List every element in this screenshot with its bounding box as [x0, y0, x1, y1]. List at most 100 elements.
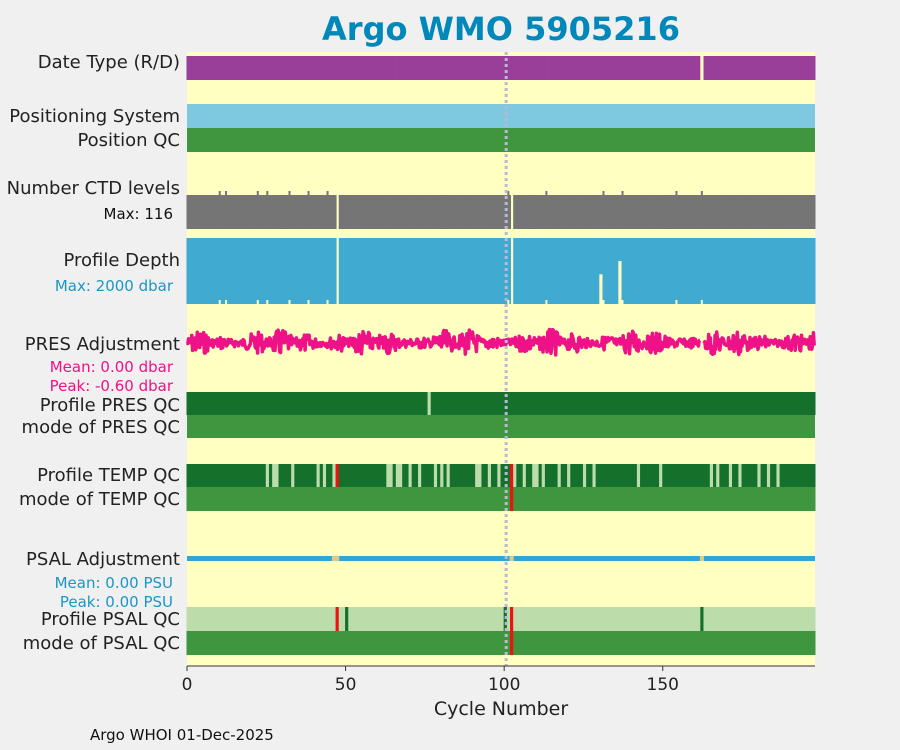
mode-psal-qc-cell	[728, 631, 734, 655]
profile-pres-qc-cell	[506, 392, 512, 415]
profile-psal-qc-cell	[516, 607, 521, 631]
profile-temp-qc-cell	[598, 464, 603, 487]
date-type-cell	[617, 56, 623, 80]
date-type-cell	[265, 56, 270, 80]
mode-temp-qc-cell	[741, 487, 746, 511]
ctd-levels-cell	[595, 195, 600, 229]
profile-pres-qc-cell	[659, 392, 664, 415]
date-type-cell	[690, 56, 695, 80]
profile-pres-qc-cell	[792, 392, 797, 415]
profile-depth-cell	[668, 238, 673, 304]
ctd-levels-cell	[763, 195, 768, 229]
ctd-levels-cell	[278, 195, 283, 229]
ctd-levels-cell	[237, 195, 242, 229]
profile-pres-qc-cell	[459, 392, 464, 415]
ctd-levels-cell	[275, 195, 280, 229]
profile-depth-cell	[262, 238, 267, 304]
mode-temp-qc-cell	[659, 487, 664, 511]
mode-temp-qc-cell	[443, 487, 448, 511]
date-type-cell	[649, 56, 654, 80]
mode-temp-qc-cell	[570, 487, 575, 511]
ctd-levels-cell	[592, 195, 597, 229]
profile-temp-qc-cell	[475, 464, 480, 487]
mode-psal-qc-cell	[249, 631, 255, 655]
profile-temp-qc-cell	[747, 464, 753, 487]
profile-psal-qc-cell	[383, 607, 388, 631]
mode-psal-qc-cell	[506, 631, 512, 655]
date-type-cell	[595, 56, 600, 80]
profile-depth-cell	[557, 238, 562, 304]
profile-depth-cell	[208, 238, 213, 304]
ctd-low-mark	[307, 191, 310, 195]
profile-psal-qc-cell	[386, 607, 391, 631]
profile-depth-cell	[735, 238, 740, 304]
profile-psal-qc-cell	[275, 607, 280, 631]
x-tick-label: 100	[488, 675, 520, 695]
profile-temp-qc-cell	[268, 464, 274, 487]
profile-psal-qc-cell	[237, 607, 242, 631]
date-type-cell	[376, 56, 381, 80]
profile-depth-cell	[716, 238, 721, 304]
mode-psal-qc-cell	[671, 631, 676, 655]
profile-psal-qc-cell	[716, 607, 721, 631]
profile-pres-qc-cell	[652, 392, 657, 415]
mode-psal-qc-cell	[725, 631, 730, 655]
profile-pres-qc-cell	[614, 392, 619, 415]
date-type-cell	[586, 56, 591, 80]
depth-low-mark	[256, 300, 259, 304]
profile-psal-qc-cell	[693, 607, 699, 631]
depth-low-mark	[326, 300, 329, 304]
footer-credit: Argo WHOI 01-Dec-2025	[90, 726, 274, 744]
profile-pres-qc-cell	[513, 392, 518, 415]
profile-psal-qc-cell	[611, 607, 616, 631]
mode-temp-qc-cell	[427, 487, 432, 511]
mode-psal-qc-cell	[497, 631, 502, 655]
ctd-levels-cell	[418, 195, 423, 229]
mode-temp-qc-cell	[215, 487, 220, 511]
profile-pres-qc-cell	[643, 392, 648, 415]
label-pres-mean: Mean: 0.00 dbar	[49, 358, 173, 376]
date-type-cell	[316, 56, 321, 80]
mode-temp-qc-cell	[551, 487, 556, 511]
profile-psal-qc-cell	[529, 607, 534, 631]
profile-psal-qc-cell	[532, 607, 537, 631]
ctd-levels-cell	[617, 195, 623, 229]
profile-temp-qc-cell	[287, 464, 293, 487]
profile-depth-cell	[440, 238, 445, 304]
profile-pres-qc-cell	[272, 392, 277, 415]
ctd-levels-cell	[538, 195, 543, 229]
profile-depth-cell	[319, 238, 324, 304]
date-type-cell	[522, 56, 527, 80]
profile-pres-qc-cell	[662, 392, 667, 415]
profile-temp-qc-cell	[557, 464, 562, 487]
ctd-levels-cell	[732, 195, 737, 229]
mode-temp-qc-cell	[763, 487, 768, 511]
mode-psal-qc-cell	[275, 631, 280, 655]
date-type-cell	[582, 56, 588, 80]
ctd-levels-cell	[205, 195, 210, 229]
profile-psal-qc-cell	[703, 607, 708, 631]
date-type-cell	[567, 56, 572, 80]
mode-temp-qc-cell	[303, 487, 309, 511]
profile-psal-qc-cell	[351, 607, 356, 631]
mode-temp-qc-cell	[481, 487, 486, 511]
profile-pres-qc-cell	[510, 392, 515, 415]
ctd-low-mark	[507, 191, 510, 195]
profile-depth-cell	[234, 238, 239, 304]
date-type-cell	[370, 56, 375, 80]
ctd-levels-cell	[281, 195, 286, 229]
profile-psal-qc-cell	[636, 607, 642, 631]
date-type-cell	[808, 56, 813, 80]
mode-psal-qc-cell	[709, 631, 715, 655]
mode-temp-qc-cell	[548, 487, 553, 511]
profile-depth-cell	[253, 238, 258, 304]
date-type-cell	[484, 56, 489, 80]
mode-psal-qc-cell	[751, 631, 756, 655]
date-type-cell	[379, 56, 385, 80]
date-type-cell	[402, 56, 407, 80]
profile-temp-qc-cell	[357, 464, 362, 487]
profile-temp-qc-cell	[795, 464, 800, 487]
date-type-cell	[275, 56, 280, 80]
profile-temp-qc-cell	[259, 464, 264, 487]
